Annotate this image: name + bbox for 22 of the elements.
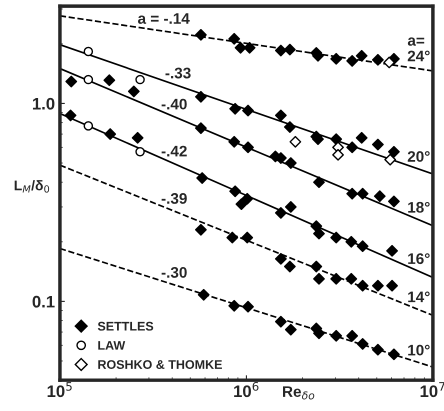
annotation: a = -.14 [138,13,190,24]
y-tick-label: 0.1 [32,296,55,308]
annotation: 16° [408,253,430,264]
annotation: 10° [408,344,430,356]
x-axis-title: Re$_{δo}$ [283,386,314,400]
legend-label: LAW [98,341,126,350]
annotation: 20° [408,151,430,162]
annotation: -.33 [166,68,191,78]
annotation: -.30 [162,267,187,278]
annotation: a= [408,37,424,46]
x-tick-label: 10$^{6}$ [234,382,258,398]
annotation: -.40 [162,98,187,110]
legend-label: ROSHKO & THOMKE [98,360,222,369]
annotation: 24° [408,50,430,62]
annotation: -.39 [162,193,187,204]
annotation: 14° [408,292,430,302]
annotation: -.42 [162,146,187,156]
x-tick-label: 10$^{5}$ [48,382,72,398]
y-axis-title: L$_{M}$/δ$_{0}$ [14,180,50,193]
legend-label: SETTLES [98,322,154,331]
y-tick-label: 1.0 [32,98,54,110]
annotation: 18° [408,202,430,213]
